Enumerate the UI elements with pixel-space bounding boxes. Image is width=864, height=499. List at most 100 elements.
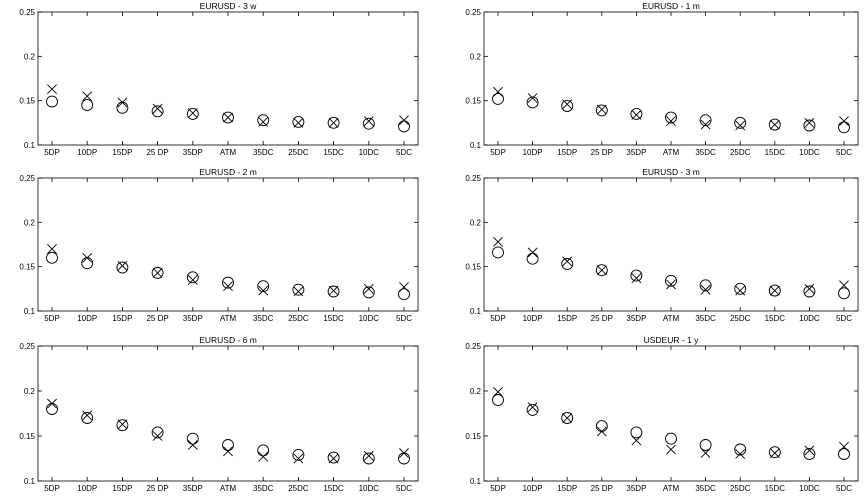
plot-frame: [483, 11, 859, 146]
chart-title: EURUSD - 3 w: [200, 1, 258, 11]
x-tick-label: 25DC: [288, 314, 309, 323]
data-point-circle: [561, 412, 574, 424]
x-tick-label: 10DP: [523, 314, 543, 323]
data-point-circle: [327, 451, 340, 464]
x-tick-label: 15DC: [323, 148, 344, 157]
data-point-cross: [804, 445, 815, 456]
x-tick-label: 35DC: [695, 484, 716, 493]
data-point-circle: [186, 108, 199, 120]
y-tick-label: 0.15: [465, 432, 481, 441]
data-point-circle: [292, 115, 305, 128]
data-point-cross: [769, 119, 780, 130]
x-tick-label: 25 DP: [146, 148, 168, 157]
x-tick-label: 10DC: [359, 148, 380, 157]
x-tick-label: 5DC: [396, 484, 412, 493]
data-point-cross: [258, 451, 269, 462]
data-point-circle: [362, 117, 375, 130]
x-tick-label: 5DP: [490, 314, 506, 323]
chart-svg: EURUSD - 1 m 0.1 0.15 0.2 0.25 5DP 10DP 15DP 25 …: [465, 1, 859, 157]
data-point-cross: [328, 285, 339, 296]
data-point-circle: [492, 92, 504, 105]
data-point-circle: [699, 279, 712, 292]
data-point-cross: [363, 283, 374, 294]
data-point-circle: [362, 452, 375, 465]
data-point-circle: [151, 105, 164, 118]
data-point-circle: [803, 285, 816, 298]
x-tick-label: ATM: [663, 484, 680, 493]
x-tick-label: 10DC: [359, 484, 380, 493]
data-point-circle: [699, 439, 712, 451]
data-point-circle: [81, 257, 94, 270]
data-point-cross: [223, 281, 233, 292]
data-point-cross: [399, 448, 409, 459]
data-point-cross: [363, 116, 374, 126]
x-tick-label: ATM: [663, 314, 680, 323]
x-tick-label: 10DP: [77, 484, 97, 493]
data-point-circle: [46, 251, 58, 264]
data-point-circle: [292, 448, 305, 461]
data-point-cross: [596, 265, 607, 276]
y-tick-label: 0.2: [24, 52, 36, 61]
x-tick-label: 35DP: [183, 148, 203, 157]
x-tick-label: 5DP: [490, 148, 506, 157]
data-point-cross: [493, 236, 503, 247]
plot-frame: [37, 177, 419, 312]
x-tick-label: 15DC: [765, 314, 786, 323]
data-point-cross: [596, 426, 607, 437]
data-point-circle: [526, 252, 539, 265]
data-point-cross: [82, 410, 93, 421]
data-point-circle: [526, 403, 539, 416]
data-point-cross: [328, 117, 339, 128]
x-tick-label: 15DC: [765, 148, 786, 157]
chart-panel-1: EURUSD - 3 w 0.1 0.15 0.2 0.25 5DP 10DP 15DP 25 …: [0, 0, 432, 163]
data-point-cross: [47, 398, 57, 409]
data-point-cross: [399, 282, 409, 292]
data-point-circle: [116, 261, 129, 274]
data-point-circle: [151, 426, 164, 439]
data-point-circle: [151, 266, 164, 279]
data-point-cross: [804, 283, 815, 294]
x-tick-label: 25 DP: [591, 148, 613, 157]
y-tick-label: 0.25: [19, 8, 35, 17]
x-tick-label: ATM: [663, 148, 680, 157]
x-tick-label: ATM: [220, 314, 237, 323]
data-point-cross: [562, 413, 573, 423]
x-tick-label: 5DP: [490, 484, 506, 493]
x-tick-label: 10DC: [799, 148, 820, 157]
y-tick-label: 0.2: [470, 387, 482, 396]
y-tick-label: 0.15: [19, 97, 35, 106]
y-tick-label: 0.2: [470, 218, 482, 227]
x-tick-label: 15DP: [557, 484, 577, 493]
x-tick-label: 35DP: [626, 148, 646, 157]
chart-panel-4: EURUSD - 3 m 0.1 0.15 0.2 0.25 5DP 10DP 15DP 25 …: [432, 166, 864, 329]
data-point-cross: [631, 273, 642, 284]
data-point-circle: [257, 114, 270, 127]
data-point-cross: [82, 91, 93, 102]
plot-frame: [37, 345, 419, 482]
x-tick-label: 35DP: [183, 314, 203, 323]
data-point-circle: [768, 118, 781, 131]
x-tick-label: 15DP: [557, 314, 577, 323]
y-tick-label: 0.15: [465, 97, 481, 106]
data-point-circle: [257, 444, 270, 457]
data-point-circle: [768, 284, 781, 297]
data-point-circle: [222, 439, 234, 451]
data-point-circle: [630, 269, 643, 282]
x-tick-label: 5DC: [836, 314, 852, 323]
chart-title: EURUSD - 2 m: [199, 167, 257, 177]
data-point-cross: [666, 444, 676, 455]
x-tick-label: 25DC: [730, 148, 751, 157]
y-tick-label: 0.15: [465, 263, 481, 272]
data-point-cross: [769, 448, 780, 459]
data-point-cross: [666, 116, 676, 126]
x-tick-label: 35DP: [626, 484, 646, 493]
data-point-cross: [562, 99, 573, 110]
x-tick-label: 35DC: [695, 148, 716, 157]
x-tick-label: 35DC: [253, 314, 274, 323]
chart-panel-3: EURUSD - 2 m 0.1 0.15 0.2 0.25 5DP 10DP 15DP 25 …: [0, 166, 432, 329]
x-tick-label: 25 DP: [591, 484, 613, 493]
data-point-cross: [493, 386, 503, 397]
data-point-circle: [734, 116, 747, 129]
data-point-circle: [734, 443, 747, 456]
